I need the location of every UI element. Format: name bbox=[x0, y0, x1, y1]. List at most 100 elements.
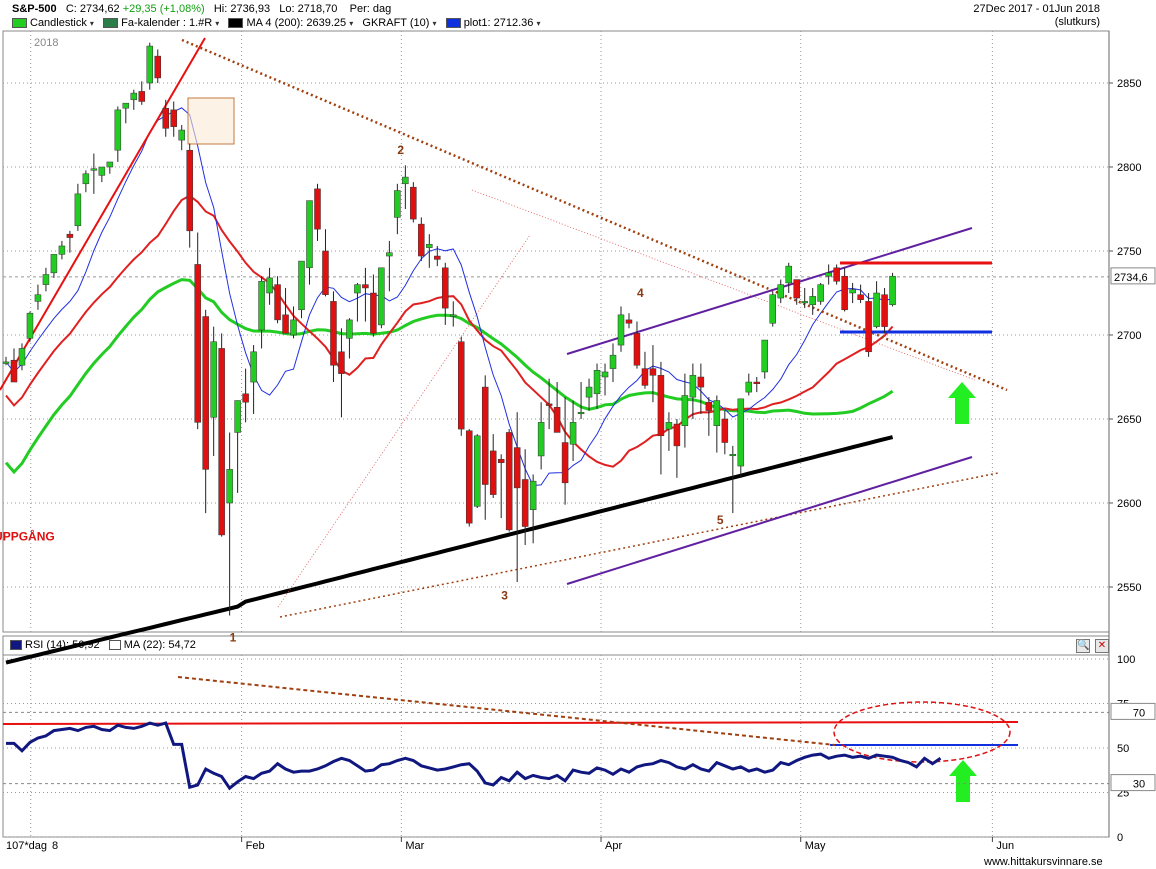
rsi-tick-label: 100 bbox=[1117, 654, 1135, 666]
wave-label: 4 bbox=[637, 286, 644, 300]
candle bbox=[354, 284, 361, 294]
candle bbox=[362, 284, 369, 289]
candle bbox=[705, 401, 713, 411]
ma20-line bbox=[5, 194, 894, 468]
legend-bar: Candlestick ▾ Fa-kalender : 1.#R ▾ MA 4 … bbox=[12, 17, 541, 29]
candle bbox=[865, 301, 872, 353]
candle bbox=[42, 274, 50, 285]
candle bbox=[18, 348, 26, 366]
legend-plot1[interactable]: plot1: 2712.36 ▾ bbox=[445, 17, 541, 29]
candle bbox=[218, 348, 225, 536]
candle bbox=[242, 393, 249, 403]
close-label: C: 2734,62 bbox=[65, 3, 120, 15]
legend-ma4[interactable]: MA 4 (200): 2639.25 ▾ bbox=[228, 17, 353, 29]
rsi-ma-label: MA (22): 54,72 bbox=[123, 639, 196, 651]
rsi-label: RSI (14): 56,92 bbox=[25, 639, 100, 651]
candle bbox=[673, 423, 681, 447]
rsi-line bbox=[6, 721, 942, 791]
close-icon[interactable]: ✕ bbox=[1095, 639, 1109, 653]
symbol-label: S&P-500 bbox=[12, 3, 57, 15]
candle bbox=[162, 107, 169, 129]
rsi-panel bbox=[2, 635, 1110, 838]
price-tick-label: 2800 bbox=[1117, 162, 1141, 174]
candle bbox=[2, 361, 10, 364]
candle bbox=[889, 275, 896, 306]
chevron-down-icon: ▾ bbox=[349, 19, 354, 28]
candle bbox=[418, 223, 425, 257]
candle bbox=[601, 371, 609, 378]
candle bbox=[50, 254, 58, 274]
candle bbox=[713, 400, 721, 426]
candle bbox=[729, 454, 737, 457]
candle bbox=[641, 368, 649, 386]
candle bbox=[274, 284, 281, 321]
candle bbox=[250, 351, 257, 383]
site-footer[interactable]: www.hittakursvinnare.se bbox=[984, 856, 1103, 868]
zoom-icon[interactable]: 🔍 bbox=[1076, 639, 1090, 653]
candle bbox=[210, 341, 217, 418]
candle bbox=[226, 469, 233, 504]
candle bbox=[58, 245, 66, 255]
x-tick-label: Jun bbox=[996, 840, 1014, 852]
candle bbox=[873, 292, 880, 327]
candle bbox=[146, 45, 154, 84]
candle bbox=[529, 480, 537, 510]
candle bbox=[450, 314, 457, 317]
rsi-tick-label: 50 bbox=[1117, 743, 1129, 755]
chevron-down-icon: ▾ bbox=[215, 19, 220, 28]
candle bbox=[234, 400, 241, 433]
ma200-line bbox=[5, 435, 894, 665]
chevron-down-icon: ▾ bbox=[89, 19, 94, 28]
x-tick-label: May bbox=[805, 840, 826, 852]
candle bbox=[314, 188, 321, 230]
candle bbox=[122, 102, 130, 109]
price-tick-label: 2750 bbox=[1117, 246, 1141, 258]
candle bbox=[801, 301, 808, 304]
candle bbox=[753, 381, 761, 384]
current-value-label: 2734,6 bbox=[1114, 272, 1148, 284]
candle bbox=[306, 200, 313, 269]
period-footer: 107*dag bbox=[6, 840, 47, 852]
candle bbox=[785, 265, 792, 284]
candle bbox=[681, 395, 689, 426]
uptrend-line bbox=[0, 37, 206, 391]
candle bbox=[370, 292, 377, 334]
candle bbox=[258, 280, 265, 331]
wave-label: 3 bbox=[501, 588, 508, 602]
candle bbox=[346, 319, 353, 339]
candle bbox=[633, 333, 641, 366]
candle bbox=[825, 272, 832, 277]
candle bbox=[402, 176, 409, 185]
candle bbox=[617, 314, 625, 346]
rsi-red-line bbox=[2, 721, 1019, 725]
x-tick-label: 8 bbox=[52, 840, 58, 852]
legend-candlestick[interactable]: Candlestick ▾ bbox=[12, 17, 94, 29]
legend-fa-kalender[interactable]: Fa-kalender : 1.#R ▾ bbox=[103, 17, 219, 29]
wave-label: 1 bbox=[230, 630, 237, 644]
candle bbox=[537, 422, 545, 457]
candle bbox=[266, 277, 273, 294]
candle bbox=[849, 289, 856, 294]
channel-lower bbox=[566, 456, 973, 585]
candle bbox=[10, 359, 18, 383]
rsi-level-box bbox=[1110, 774, 1156, 792]
candle bbox=[106, 161, 114, 168]
candle bbox=[298, 260, 305, 311]
candle bbox=[481, 386, 489, 485]
x-tick-label: Mar bbox=[405, 840, 424, 852]
candle bbox=[737, 398, 745, 467]
candle bbox=[66, 233, 74, 238]
candle bbox=[689, 375, 697, 398]
candle bbox=[154, 55, 162, 79]
candle bbox=[649, 368, 657, 376]
candle bbox=[426, 244, 433, 248]
chevron-down-icon: ▾ bbox=[432, 19, 437, 28]
candle bbox=[465, 430, 473, 524]
x-tick-label: Apr bbox=[605, 840, 622, 852]
rsi-tick-label: 0 bbox=[1117, 832, 1123, 844]
year-label: 2018 bbox=[34, 37, 58, 49]
candle bbox=[521, 479, 529, 527]
candle bbox=[138, 91, 146, 102]
candle bbox=[82, 173, 90, 185]
legend-gkraft[interactable]: GKRAFT (10) ▾ bbox=[362, 17, 437, 29]
